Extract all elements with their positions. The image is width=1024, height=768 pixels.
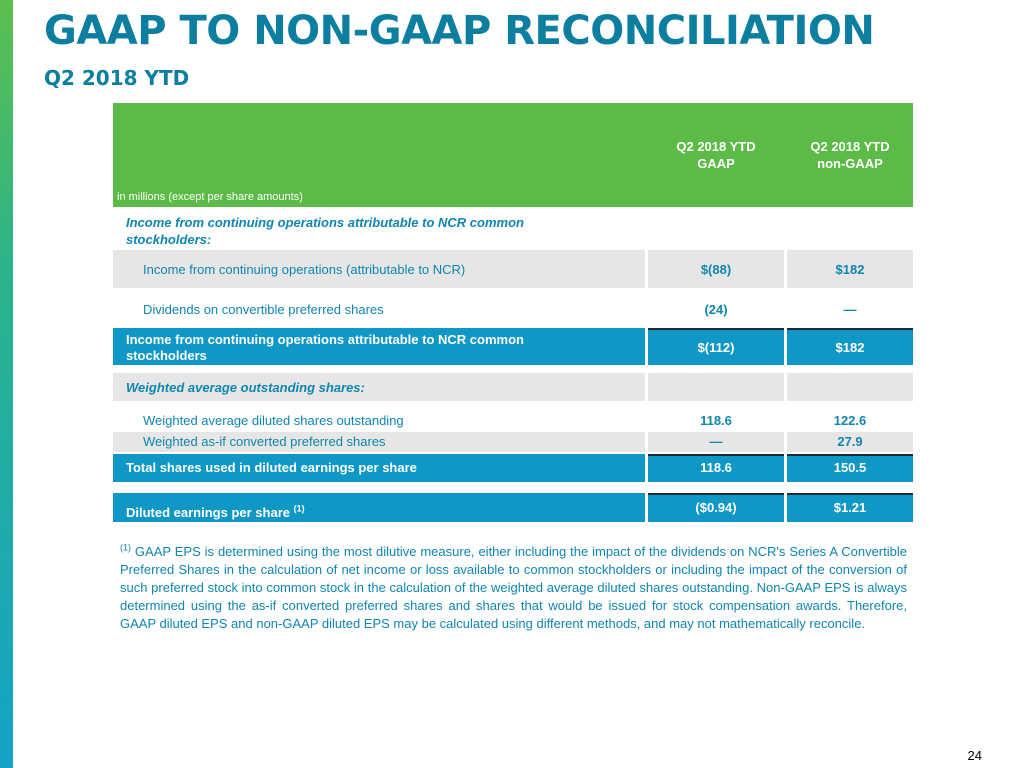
cell-non-gaap: 122.6 <box>833 413 867 428</box>
cell-gaap: — <box>709 434 723 449</box>
table-row <box>113 432 645 452</box>
cell-gaap: 118.6 <box>700 413 732 428</box>
section-heading-income: Income from continuing operations attrib… <box>126 215 524 247</box>
cell-gaap: (24) <box>704 302 728 317</box>
column-header-non-gaap: Q2 2018 YTD non-GAAP <box>810 139 890 171</box>
cell-non-gaap: $1.21 <box>833 500 867 515</box>
cell-non-gaap: 150.5 <box>833 460 867 475</box>
row-label-eps: Diluted earnings per share (1) <box>126 503 305 520</box>
footnote-text: GAAP EPS is determined using the most di… <box>120 544 907 631</box>
table-row-total <box>113 454 645 482</box>
table-row-eps <box>113 493 645 522</box>
cell-gaap: $(112) <box>697 340 735 355</box>
row-label-dividends: Dividends on convertible preferred share… <box>143 302 384 317</box>
page-title: GAAP TO NON-GAAP RECONCILIATION <box>44 8 875 54</box>
cell-gaap: 118.6 <box>700 460 732 475</box>
cell-non-gaap: — <box>843 302 857 317</box>
footnote-ref: (1) <box>293 503 305 514</box>
unit-note: in millions (except per share amounts) <box>117 191 303 203</box>
footnote: (1) GAAP EPS is determined using the mos… <box>120 543 907 633</box>
cell-non-gaap: $182 <box>835 262 865 277</box>
page-number: 24 <box>967 748 982 763</box>
cell-non-gaap: 27.9 <box>837 434 863 449</box>
page-subtitle: Q2 2018 YTD <box>44 66 190 90</box>
table-header <box>113 103 913 207</box>
row-label-asif-shares: Weighted as-if converted preferred share… <box>143 434 386 449</box>
row-label-total-shares: Total shares used in diluted earnings pe… <box>126 460 417 475</box>
cell-non-gaap: $182 <box>835 340 865 355</box>
row-label-diluted-shares: Weighted average diluted shares outstand… <box>143 413 404 428</box>
row-label-income: Income from continuing operations (attri… <box>143 262 466 277</box>
section-heading-shares: Weighted average outstanding shares: <box>126 380 365 395</box>
footnote-marker: (1) <box>120 542 131 553</box>
column-header-gaap: Q2 2018 YTD GAAP <box>676 139 756 171</box>
table-row <box>113 250 645 288</box>
cell-gaap: ($0.94) <box>695 500 737 515</box>
table-row-total <box>113 328 645 365</box>
cell-gaap: $(88) <box>700 262 732 277</box>
row-label-income-total: Income from continuing operations attrib… <box>126 332 524 363</box>
accent-sidebar <box>0 0 13 768</box>
